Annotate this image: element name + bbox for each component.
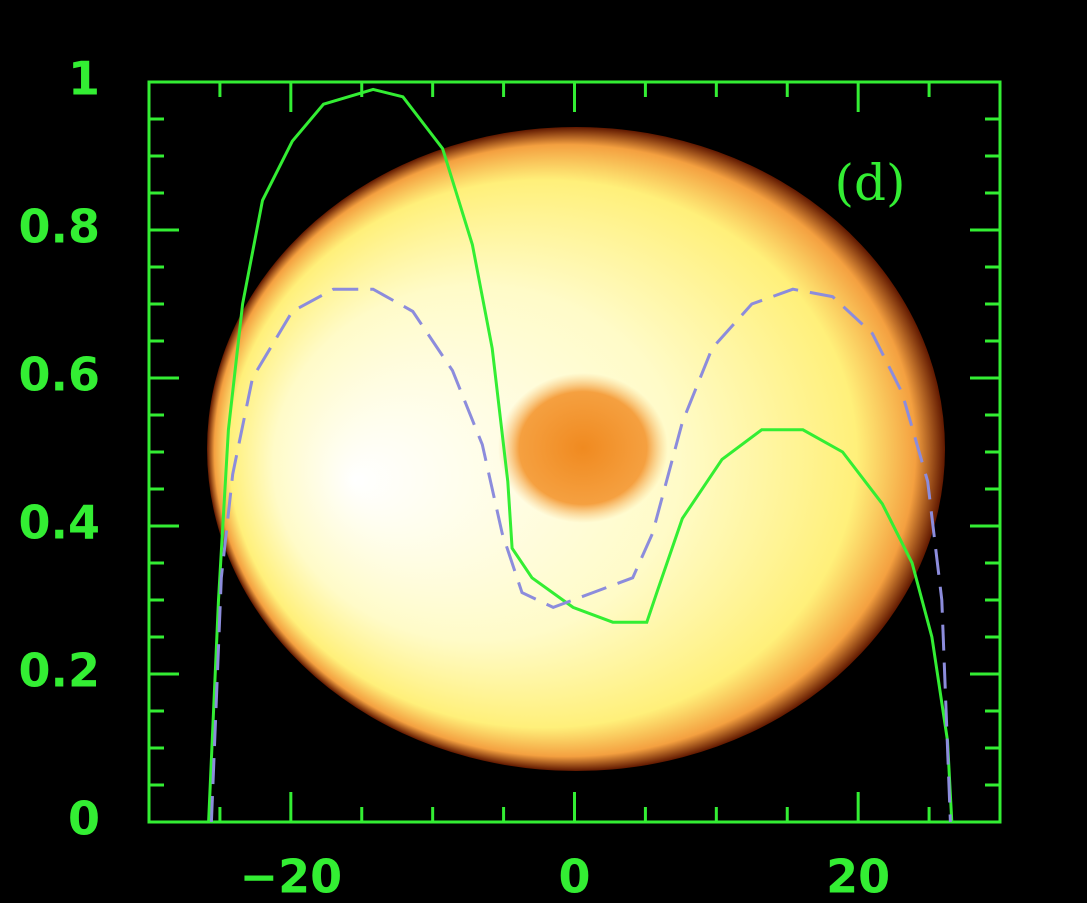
y-tick-label: 0.2 — [19, 644, 101, 698]
y-tick-label: 0.4 — [19, 496, 101, 550]
y-tick-label: 0.6 — [19, 348, 101, 402]
disk-spot — [498, 373, 668, 523]
y-tick-label: 0 — [68, 792, 100, 846]
x-tick-label: 0 — [558, 850, 590, 903]
y-tick-label: 1 — [68, 52, 100, 106]
x-tick-label: −20 — [240, 850, 343, 903]
annotation: (d) — [834, 154, 905, 212]
chart: −20 0 20 0 0.2 0.4 0.6 0.8 1 (d) — [0, 0, 1087, 903]
x-tick-label: 20 — [826, 850, 890, 903]
y-tick-label: 0.8 — [19, 200, 101, 254]
